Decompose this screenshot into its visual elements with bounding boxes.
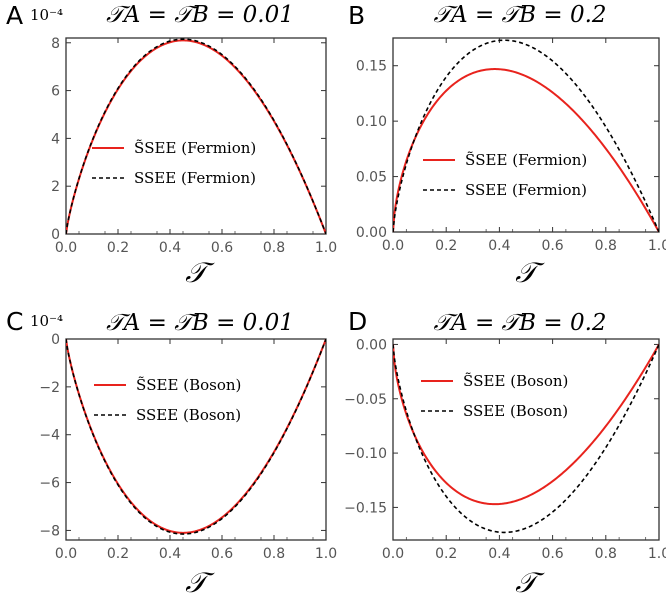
- legend-label: SSEE (Fermion): [134, 169, 256, 187]
- series-line-exact: [66, 38, 326, 234]
- x-tick-label: 0.2: [435, 546, 457, 562]
- y-tick-label: 0.00: [356, 337, 387, 353]
- y-tick-label: −6: [39, 476, 60, 492]
- y-tick-label: −0.15: [344, 500, 387, 516]
- series-line-approx: [393, 343, 659, 506]
- y-tick-label: 6: [51, 84, 60, 100]
- x-tick-label: 0.0: [382, 546, 404, 562]
- x-tick-label: 0.6: [211, 240, 233, 256]
- x-tick-label: 0.8: [263, 240, 285, 256]
- x-axis-label: 𝒯: [515, 566, 545, 599]
- legend-label: S̃SEE (Fermion): [134, 139, 256, 157]
- panel-letter: A: [6, 1, 23, 30]
- series-line-approx: [66, 339, 326, 534]
- y-tick-label: −8: [39, 523, 60, 539]
- x-tick-label: 0.0: [55, 240, 77, 256]
- panel-letter: B: [348, 1, 365, 30]
- plot-frame: [392, 338, 660, 541]
- legend-label: SSEE (Boson): [463, 402, 568, 420]
- panel-b: B 𝒯A = 𝒯B = 0.2 𝒯 0.0 0.2 0.4 0.6 0.8 1.0 0.00 0.0…: [348, 1, 666, 289]
- legend-label: S̃SEE (Fermion): [465, 151, 587, 169]
- x-tick-label: 1.0: [315, 240, 337, 256]
- legend-label: S̃SEE (Boson): [463, 372, 568, 390]
- scale-label: 10⁻⁴: [30, 312, 63, 330]
- legend-label: SSEE (Boson): [136, 406, 241, 424]
- y-tick-label: 0: [51, 227, 60, 243]
- x-tick-label: 0.8: [595, 238, 617, 254]
- y-tick-label: 0.00: [356, 225, 387, 241]
- x-axis-label: 𝒯: [185, 566, 215, 599]
- y-tick-label: 0.15: [356, 59, 387, 75]
- x-tick-label: 0.0: [55, 546, 77, 562]
- series-line-approx: [66, 39, 326, 234]
- plot-frame: [392, 37, 660, 233]
- panel-letter: D: [348, 307, 367, 336]
- panel-c: C 10⁻⁴ 𝒯A = 𝒯B = 0.01 𝒯 0.0 0.2 0.4 0.6 0.8 1.0 0 −…: [6, 307, 337, 599]
- legend-label: S̃SEE (Boson): [136, 376, 241, 394]
- x-tick-label: 0.2: [435, 238, 457, 254]
- series-line-exact: [393, 344, 659, 534]
- y-tick-label: −0.10: [344, 446, 387, 462]
- x-tick-label: 1.0: [648, 546, 666, 562]
- x-tick-label: 0.6: [541, 238, 563, 254]
- x-tick-label: 0.4: [159, 546, 181, 562]
- y-tick-label: −2: [39, 380, 60, 396]
- x-tick-label: 1.0: [648, 238, 666, 254]
- x-tick-label: 0.2: [107, 240, 129, 256]
- x-tick-label: 0.8: [595, 546, 617, 562]
- panel-title: 𝒯A = 𝒯B = 0.01: [106, 2, 294, 28]
- series-line-exact: [66, 339, 326, 535]
- x-tick-label: 0.4: [488, 238, 510, 254]
- x-tick-label: 0.8: [263, 546, 285, 562]
- x-tick-label: 0.6: [541, 546, 563, 562]
- x-tick-label: 0.4: [159, 240, 181, 256]
- y-tick-label: 8: [51, 36, 60, 52]
- panel-a: A 10⁻⁴ 𝒯A = 𝒯B = 0.01 𝒯 0.0 0.2 0.4 0.6 0.8 1.0 0 2…: [6, 1, 337, 289]
- x-tick-label: 0.6: [211, 546, 233, 562]
- x-tick-label: 1.0: [315, 546, 337, 562]
- scale-label: 10⁻⁴: [30, 6, 63, 24]
- panel-title: 𝒯A = 𝒯B = 0.2: [433, 2, 606, 28]
- y-tick-label: 0: [51, 332, 60, 348]
- legend-label: SSEE (Fermion): [465, 181, 587, 199]
- y-tick-label: −4: [39, 428, 60, 444]
- panel-d: D 𝒯A = 𝒯B = 0.2 𝒯 0.0 0.2 0.4 0.6 0.8 1.0 0.00 −0.…: [344, 307, 666, 599]
- x-axis-label: 𝒯: [185, 256, 215, 289]
- panel-letter: C: [6, 307, 23, 336]
- x-tick-label: 0.0: [382, 238, 404, 254]
- x-tick-label: 0.4: [488, 546, 510, 562]
- series-line-approx: [393, 68, 659, 232]
- x-axis-label: 𝒯: [515, 256, 545, 289]
- panel-title: 𝒯A = 𝒯B = 0.01: [106, 310, 294, 336]
- plot-frame: [65, 37, 327, 235]
- y-tick-label: 4: [51, 131, 60, 147]
- y-tick-label: 2: [51, 179, 60, 195]
- plot-frame: [65, 338, 327, 541]
- y-tick-label: 0.10: [356, 114, 387, 130]
- x-tick-label: 0.2: [107, 546, 129, 562]
- y-tick-label: 0.05: [356, 170, 387, 186]
- series-line-exact: [393, 39, 659, 232]
- panel-title: 𝒯A = 𝒯B = 0.2: [433, 310, 606, 336]
- y-tick-label: −0.05: [344, 392, 387, 408]
